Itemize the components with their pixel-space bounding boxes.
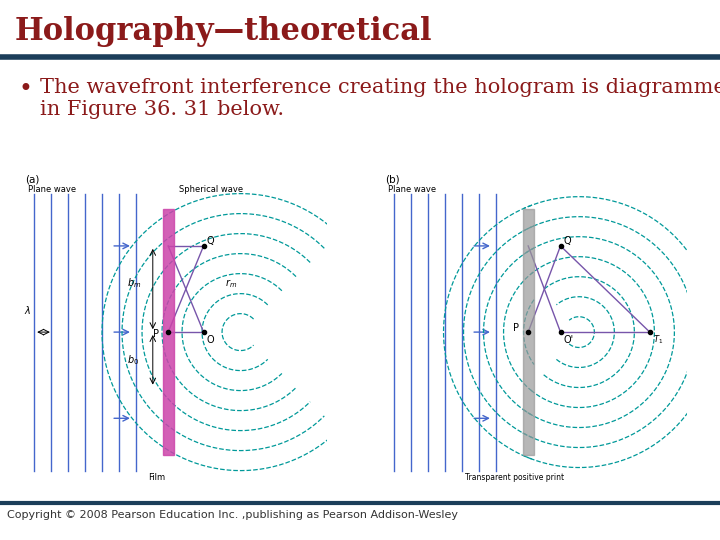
Text: Holography—theoretical: Holography—theoretical [14,16,432,47]
Text: Spherical wave: Spherical wave [179,185,243,194]
Text: O: O [207,335,215,345]
Text: Q: Q [207,237,215,246]
Text: O': O' [564,335,574,345]
Bar [163,209,174,455]
Text: P: P [513,322,519,333]
Text: P: P [153,329,159,339]
Text: $b_0$: $b_0$ [127,353,139,367]
Text: $T_1$: $T_1$ [653,334,663,346]
Text: Film: Film [148,473,166,482]
Bar [523,209,534,455]
Text: The wavefront interference creating the hologram is diagrammed: The wavefront interference creating the … [40,78,720,97]
Text: in Figure 36. 31 below.: in Figure 36. 31 below. [40,100,284,119]
Text: •: • [18,78,32,102]
Text: $r_m$: $r_m$ [225,277,238,290]
Text: Plane wave: Plane wave [388,185,436,194]
Text: (b): (b) [385,175,400,185]
Text: $b_m$: $b_m$ [127,276,141,290]
Text: Transparent positive print: Transparent positive print [465,473,564,482]
Text: Copyright © 2008 Pearson Education Inc. ,publishing as Pearson Addison-Wesley: Copyright © 2008 Pearson Education Inc. … [7,510,458,521]
Text: $\lambda$: $\lambda$ [24,303,31,316]
Text: (a): (a) [25,175,40,185]
Text: Plane wave: Plane wave [28,185,76,194]
Text: Q: Q [564,237,571,246]
